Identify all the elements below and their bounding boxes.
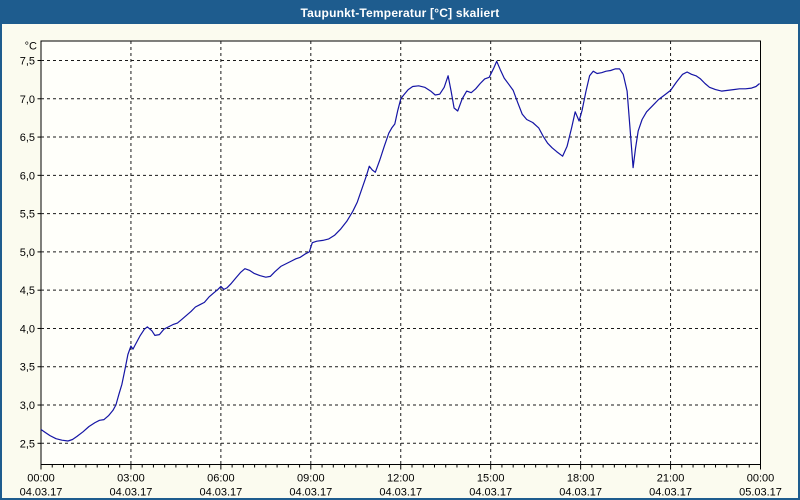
x-tick-time-label: 15:00 [477, 473, 505, 485]
x-tick-time-label: 06:00 [207, 473, 235, 485]
chart-area: 7,5 7,0 6,5 6,0 5,5 5,0 4,5 4,0 3,5 3,0 2,5 °C 00:00… [2, 24, 798, 498]
x-tick-date-label: 04.03.17 [559, 487, 602, 499]
x-tick-date-label: 05.03.17 [739, 487, 782, 499]
y-tick-label: 3,0 [20, 400, 35, 412]
x-tick-time-label: 03:00 [117, 473, 145, 485]
y-tick-label: 4,5 [20, 285, 35, 297]
y-tick-label: 7,0 [20, 94, 35, 106]
y-tick-label: 3,5 [20, 362, 35, 374]
chart-title: Taupunkt-Temperatur [°C] skaliert [300, 6, 500, 20]
x-tick-time-label: 00:00 [747, 473, 775, 485]
x-tick-time-label: 12:00 [387, 473, 415, 485]
x-tick-time-label: 18:00 [567, 473, 595, 485]
y-tick-label: 7,5 [20, 56, 35, 68]
y-tick-label: 2,5 [20, 438, 35, 450]
x-tick-date-label: 04.03.17 [289, 487, 332, 499]
x-tick-date-label: 04.03.17 [469, 487, 512, 499]
y-tick-label: 5,0 [20, 247, 35, 259]
x-tick-time-label: 21:00 [657, 473, 685, 485]
y-tick-label: 6,5 [20, 132, 35, 144]
x-tick-time-label: 00:00 [27, 473, 55, 485]
x-tick-date-label: 04.03.17 [110, 487, 153, 499]
y-tick-label: 5,5 [20, 209, 35, 221]
x-tick-date-label: 04.03.17 [20, 487, 63, 499]
x-tick-date-label: 04.03.17 [199, 487, 242, 499]
title-bar: Taupunkt-Temperatur [°C] skaliert [2, 2, 798, 24]
x-tick-date-label: 04.03.17 [379, 487, 422, 499]
chart-canvas: 7,5 7,0 6,5 6,0 5,5 5,0 4,5 4,0 3,5 3,0 2,5 °C 00:00… [20, 40, 782, 499]
y-axis-unit-label: °C [25, 41, 37, 53]
series-line [40, 60, 760, 442]
x-tick-date-label: 04.03.17 [649, 487, 692, 499]
y-tick-label: 6,0 [20, 170, 35, 182]
x-tick-time-label: 09:00 [297, 473, 325, 485]
y-tick-label: 4,0 [20, 323, 35, 335]
